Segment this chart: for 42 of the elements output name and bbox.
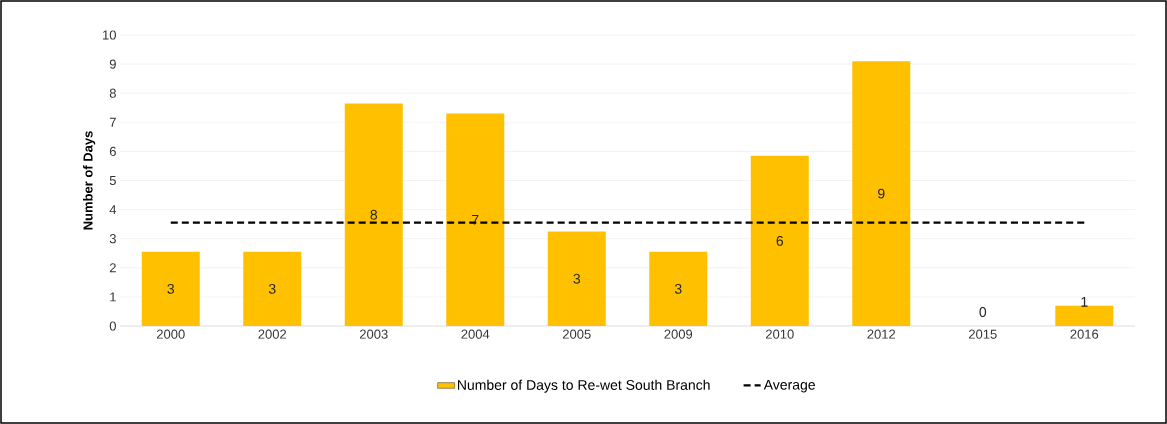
- data-label: 6: [776, 235, 784, 246]
- bar: [243, 251, 302, 326]
- bar: [852, 61, 911, 326]
- x-tick-label: 2009: [664, 329, 693, 339]
- data-label: 0: [979, 307, 987, 317]
- y-axis-title: Number of Days: [83, 131, 96, 230]
- x-tick-label: 2003: [359, 329, 388, 339]
- bar: [446, 113, 505, 326]
- y-tick-label: 0: [109, 321, 116, 331]
- y-tick-label: 1: [110, 292, 116, 302]
- legend-label: Average: [763, 379, 815, 393]
- data-label: 3: [268, 283, 276, 294]
- y-tick-label: 3: [109, 234, 116, 244]
- bar: [649, 251, 708, 326]
- x-tick-label: 2012: [867, 329, 896, 339]
- data-label: 3: [573, 273, 581, 284]
- data-label: 8: [370, 209, 378, 220]
- x-tick-label: 2010: [765, 329, 794, 339]
- y-tick-label: 5: [109, 175, 116, 186]
- x-tick-label: 2016: [1070, 329, 1099, 339]
- x-tick-label: 2005: [562, 329, 591, 339]
- y-tick-label: 2: [109, 263, 116, 273]
- x-tick-label: 2004: [461, 329, 490, 339]
- legend-label: Number of Days to Re-wet South Branch: [458, 379, 710, 393]
- y-tick-label: 9: [109, 59, 116, 69]
- x-tick-label: 2002: [258, 329, 287, 339]
- bar: [750, 155, 809, 326]
- data-label: 3: [167, 283, 175, 294]
- data-label: 9: [878, 188, 885, 199]
- x-tick-label: 2015: [968, 329, 997, 339]
- y-tick-label: 10: [103, 30, 116, 40]
- y-tick-label: 7: [109, 117, 116, 127]
- x-tick-label: 2000: [156, 329, 185, 339]
- bar: [141, 251, 200, 326]
- y-tick-label: 6: [109, 146, 116, 156]
- y-tick-label: 8: [109, 88, 116, 98]
- data-label: 1: [1081, 297, 1088, 307]
- bar: [547, 231, 606, 326]
- data-label: 3: [674, 283, 682, 294]
- y-tick-label: 4: [109, 205, 117, 215]
- bar: [1055, 305, 1114, 326]
- bar: [344, 103, 403, 326]
